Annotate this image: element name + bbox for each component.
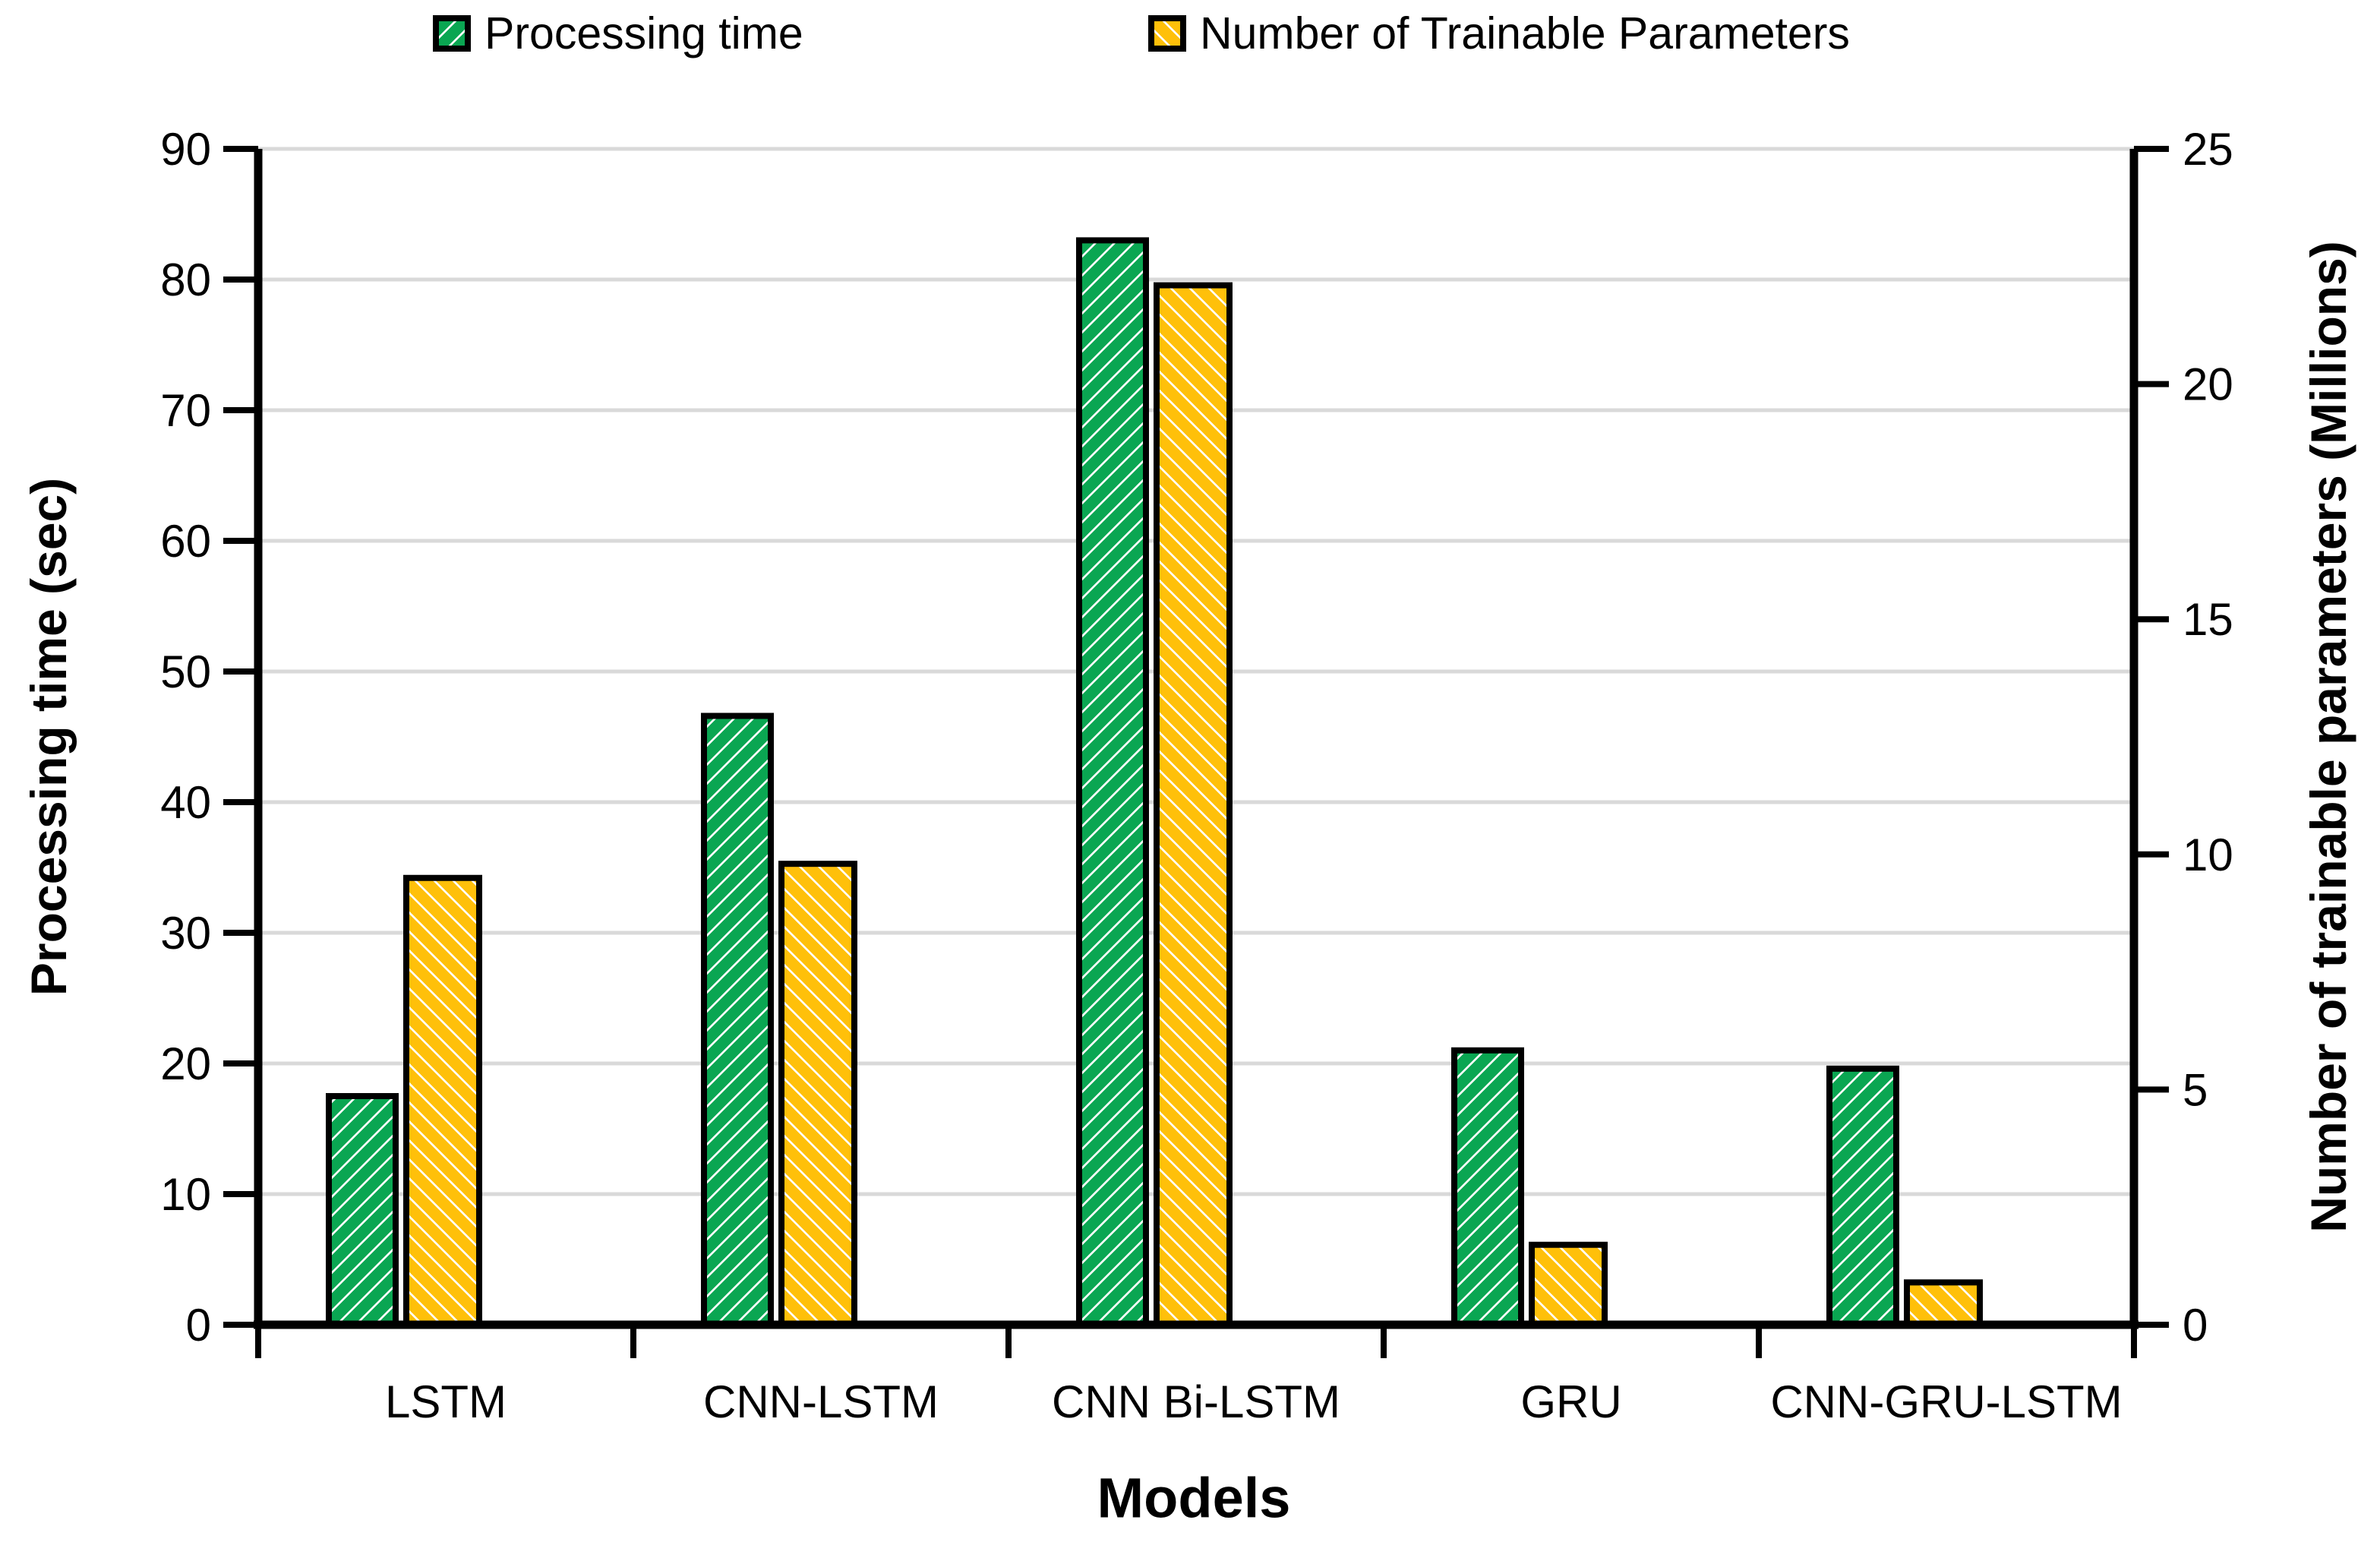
left-axis-tick-label: 20 [160, 1038, 211, 1089]
left-axis-tick-label: 50 [160, 646, 211, 697]
x-axis-title: Models [1097, 1466, 1291, 1530]
x-axis-category-label: GRU [1520, 1376, 1621, 1427]
left-axis-tick-label: 10 [160, 1169, 211, 1220]
right-axis-tick-label: 25 [2183, 124, 2233, 175]
bars [326, 237, 1983, 1329]
right-axis-tick-label: 20 [2183, 359, 2233, 410]
legend-label-processing-time: Processing time [485, 8, 803, 58]
axis-tick-labels: 0 10 20 30 40 50 60 70 80 90 0 5 10 15 20 25 LSTM CNN-LST… [160, 124, 2233, 1427]
bar-trainable-params-gru [1529, 1241, 1608, 1328]
legend-label-trainable-params: Number of Trainable Parameters [1200, 8, 1850, 58]
bar-processing-time-cnn-gru-lstm [1826, 1065, 1899, 1328]
left-axis-tick-label: 90 [160, 124, 211, 175]
axes [223, 146, 2169, 1358]
left-axis-tick-label: 80 [160, 254, 211, 305]
left-axis-tick-label: 0 [186, 1300, 211, 1351]
right-axis-tick-label: 10 [2183, 829, 2233, 880]
left-axis-title: Processing time (sec) [21, 477, 77, 997]
bar-processing-time-lstm [326, 1093, 399, 1328]
right-axis-title: Number of trainable parameters (Millions… [2300, 241, 2356, 1233]
x-axis-category-label: CNN-LSTM [703, 1376, 939, 1427]
legend-swatch-yellow-hatch-icon [1148, 15, 1186, 52]
bar-trainable-params-cnn-lstm [778, 861, 857, 1328]
right-axis-tick-label: 5 [2183, 1064, 2208, 1115]
bar-processing-time-gru [1451, 1047, 1524, 1329]
legend-item-processing-time: Processing time [433, 8, 803, 58]
bar-trainable-params-cnn-bi-lstm [1154, 282, 1233, 1328]
bar-processing-time-cnn-bi-lstm [1076, 237, 1149, 1328]
left-axis-tick-label: 40 [160, 777, 211, 828]
bar-processing-time-cnn-lstm [701, 713, 774, 1328]
x-axis-category-label: LSTM [385, 1376, 507, 1427]
left-axis-tick-label: 30 [160, 908, 211, 959]
left-axis-tick-label: 70 [160, 385, 211, 436]
x-axis-category-label: CNN-GRU-LSTM [1770, 1376, 2122, 1427]
right-axis-tick-label: 0 [2183, 1300, 2208, 1351]
bar-trainable-params-cnn-gru-lstm [1904, 1279, 1983, 1328]
legend-swatch-green-hatch-icon [433, 15, 471, 52]
bar-trainable-params-lstm [403, 874, 482, 1328]
x-axis-category-label: CNN Bi-LSTM [1052, 1376, 1340, 1427]
right-axis-tick-label: 15 [2183, 594, 2233, 645]
left-axis-tick-label: 60 [160, 516, 211, 567]
legend-item-trainable-params: Number of Trainable Parameters [1148, 8, 1850, 58]
